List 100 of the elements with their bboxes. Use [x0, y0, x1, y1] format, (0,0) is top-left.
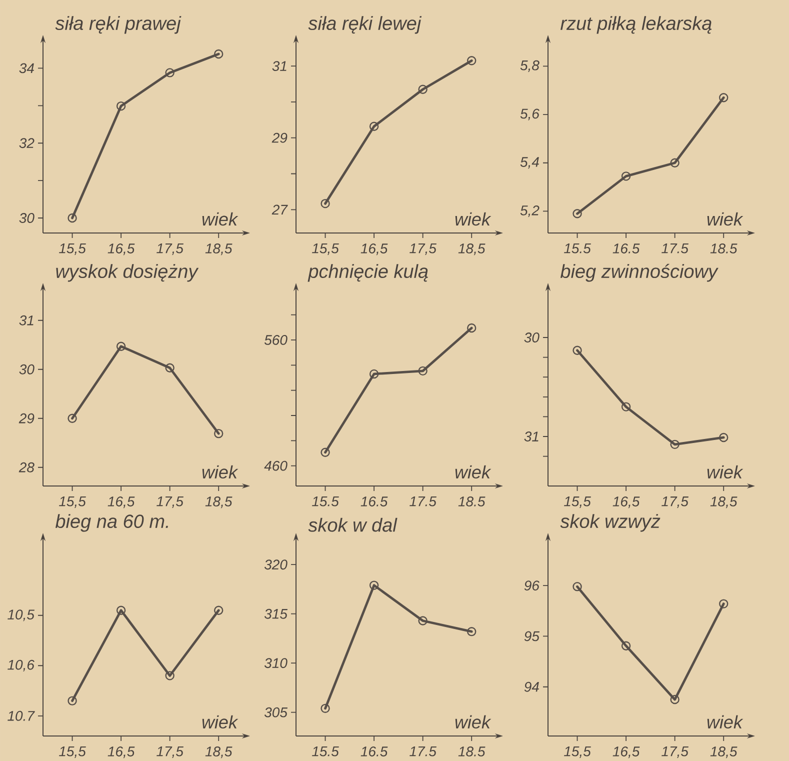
point — [572, 208, 582, 218]
x-tick-label: 18,5 — [205, 746, 232, 758]
x-tick-label: 16.5 — [360, 746, 388, 756]
y-tick-label: 29 — [272, 132, 288, 143]
chart-title: bieg zwinnościowy — [560, 264, 718, 282]
y-tick-label: 28 — [18, 462, 34, 472]
x-axis-title: wiek — [202, 212, 238, 226]
point — [719, 92, 728, 102]
x-tick-label: 18,5 — [458, 243, 486, 255]
point — [467, 626, 476, 636]
chart-title: rzut piłką lekarską — [560, 16, 712, 34]
x-tick-label: 15,5 — [59, 496, 86, 508]
x-tick-label: 18,5 — [710, 746, 738, 758]
x-tick-label: 15.5 — [312, 496, 339, 506]
x-axis-title: wiek — [202, 715, 238, 728]
point — [320, 448, 330, 457]
point — [165, 363, 174, 372]
point — [621, 641, 631, 650]
point — [214, 606, 224, 615]
x-tick-label: 17.5 — [410, 746, 436, 756]
y-tick-label: 560 — [264, 334, 288, 345]
x-tick-label: 15,5 — [59, 243, 86, 255]
y-tick-label: 31 — [19, 315, 34, 326]
x-tick-label: 16,5 — [360, 243, 388, 255]
point — [670, 440, 680, 449]
x-tick-label: 18.5 — [710, 243, 738, 254]
y-tick-label: 96 — [524, 580, 540, 590]
x-tick-label: 17,5 — [156, 496, 184, 508]
y-tick-label: 460 — [264, 460, 288, 471]
x-tick-label: 15.5 — [312, 746, 339, 756]
x-tick-label: 15,5 — [564, 746, 591, 758]
x-tick-label: 16,5 — [612, 496, 640, 508]
y-tick-label: 30 — [19, 212, 34, 223]
x-tick-label: 15,5 — [312, 243, 339, 255]
y-tick-label: 29 — [18, 413, 34, 424]
x-tick-label: 18.5 — [458, 496, 486, 506]
point — [320, 198, 330, 208]
y-tick-label: 10,6 — [8, 660, 34, 672]
y-tick-label: 5,2 — [520, 205, 540, 217]
x-tick-label: 17,5 — [410, 243, 436, 255]
point — [467, 56, 476, 66]
x-tick-label: 17,5 — [156, 243, 184, 255]
chart-title: skok wzwyż — [560, 514, 660, 532]
point — [670, 158, 680, 168]
point — [621, 402, 631, 412]
point — [68, 414, 77, 423]
x-tick-label: 15,5 — [59, 746, 86, 758]
chart-title: skok w dal — [308, 518, 398, 532]
chart-title: siła ręki prawej — [55, 16, 182, 34]
x-tick-label: 18,5 — [205, 496, 232, 508]
x-tick-label: 16.5 — [612, 243, 640, 254]
y-tick-label: 31 — [272, 60, 286, 71]
y-tick-label: 305 — [264, 707, 288, 718]
x-tick-label: 18.5 — [458, 746, 486, 756]
x-axis-title: wiek — [707, 212, 744, 226]
y-tick-label: 30 — [19, 364, 34, 374]
point — [418, 366, 428, 376]
point — [116, 101, 126, 110]
chart-title: wyskok dosiężny — [56, 264, 199, 282]
point — [418, 616, 428, 626]
point — [214, 428, 224, 438]
point — [572, 346, 582, 355]
x-tick-label: 16,5 — [108, 746, 135, 758]
point — [369, 122, 379, 131]
x-tick-label: 15.5 — [564, 243, 591, 254]
x-tick-label: 16,5 — [612, 746, 640, 758]
y-tick-label: 31 — [524, 431, 538, 442]
point — [320, 704, 330, 713]
y-tick-label: 34 — [19, 63, 34, 73]
point — [369, 369, 379, 378]
chart-title: bieg na 60 m. — [55, 514, 168, 532]
x-tick-label: 18,5 — [710, 496, 738, 508]
x-tick-label: 17.5 — [662, 243, 688, 254]
x-tick-label: 15,5 — [564, 496, 591, 508]
point — [467, 323, 476, 332]
point — [68, 213, 77, 222]
y-tick-label: 5,4 — [520, 156, 539, 168]
point — [214, 49, 224, 58]
y-tick-label: 32 — [19, 138, 34, 148]
x-axis-title: wiek — [455, 212, 492, 226]
y-tick-label: 320 — [264, 559, 288, 570]
point — [165, 670, 174, 680]
point — [165, 68, 174, 78]
x-axis-title: wiek — [202, 465, 238, 478]
y-tick-label: 315 — [264, 608, 288, 619]
y-tick-label: 27 — [272, 204, 288, 214]
chart-title: pchnięcie kulą — [308, 264, 428, 282]
x-axis-title: wiek — [707, 465, 744, 478]
y-tick-label: 5,8 — [520, 60, 540, 72]
point — [116, 606, 126, 615]
y-tick-label: 95 — [524, 631, 540, 641]
x-tick-label: 17,5 — [662, 746, 688, 758]
x-tick-label: 17,5 — [662, 496, 688, 508]
x-axis-title: wiek — [455, 715, 492, 728]
y-tick-label: 5,6 — [520, 108, 540, 120]
point — [719, 432, 728, 442]
y-tick-label: 30 — [524, 332, 540, 342]
point — [418, 84, 428, 94]
x-axis-title: wiek — [455, 465, 492, 478]
x-tick-label: 17,5 — [156, 746, 184, 758]
